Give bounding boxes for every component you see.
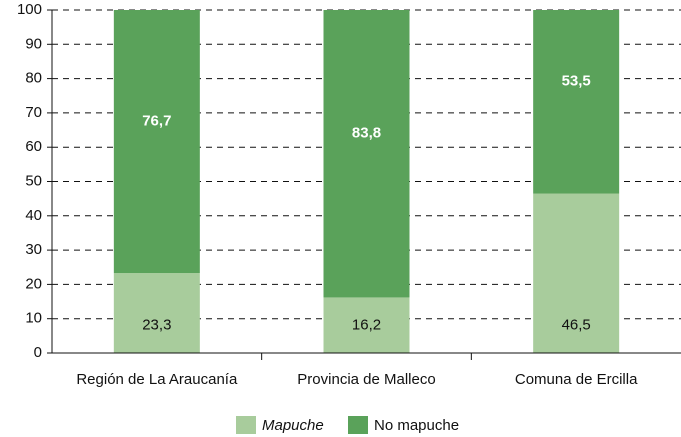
- y-tick-label: 60: [25, 138, 42, 155]
- legend-label: Mapuche: [262, 417, 324, 434]
- y-tick-label: 50: [25, 172, 42, 189]
- legend-swatch: [236, 416, 256, 434]
- bar-segment: [533, 193, 620, 353]
- legend-swatch: [348, 416, 368, 434]
- bar-segment: [323, 10, 410, 298]
- x-tick-label: Comuna de Ercilla: [515, 371, 638, 388]
- value-label: 16,2: [352, 317, 381, 334]
- bar-segment: [113, 10, 200, 274]
- y-tick-label: 30: [25, 241, 42, 258]
- y-tick-label: 90: [25, 35, 42, 52]
- bar-segment: [113, 273, 200, 353]
- y-tick-label: 0: [34, 344, 42, 361]
- legend-label: No mapuche: [374, 417, 459, 434]
- y-tick-label: 70: [25, 104, 42, 121]
- value-label: 23,3: [142, 317, 171, 334]
- y-tick-label: 20: [25, 275, 42, 292]
- x-tick-label: Región de La Araucanía: [76, 371, 238, 388]
- value-label: 46,5: [562, 317, 591, 334]
- y-tick-label: 10: [25, 310, 42, 327]
- y-tick-label: 100: [17, 1, 42, 18]
- y-tick-label: 80: [25, 70, 42, 87]
- y-tick-label: 40: [25, 207, 42, 224]
- bar-segment: [323, 297, 410, 353]
- value-label: 53,5: [562, 73, 591, 90]
- x-tick-label: Provincia de Malleco: [297, 371, 435, 388]
- value-label: 83,8: [352, 125, 381, 142]
- bar-segment: [533, 10, 620, 194]
- value-label: 76,7: [142, 113, 171, 130]
